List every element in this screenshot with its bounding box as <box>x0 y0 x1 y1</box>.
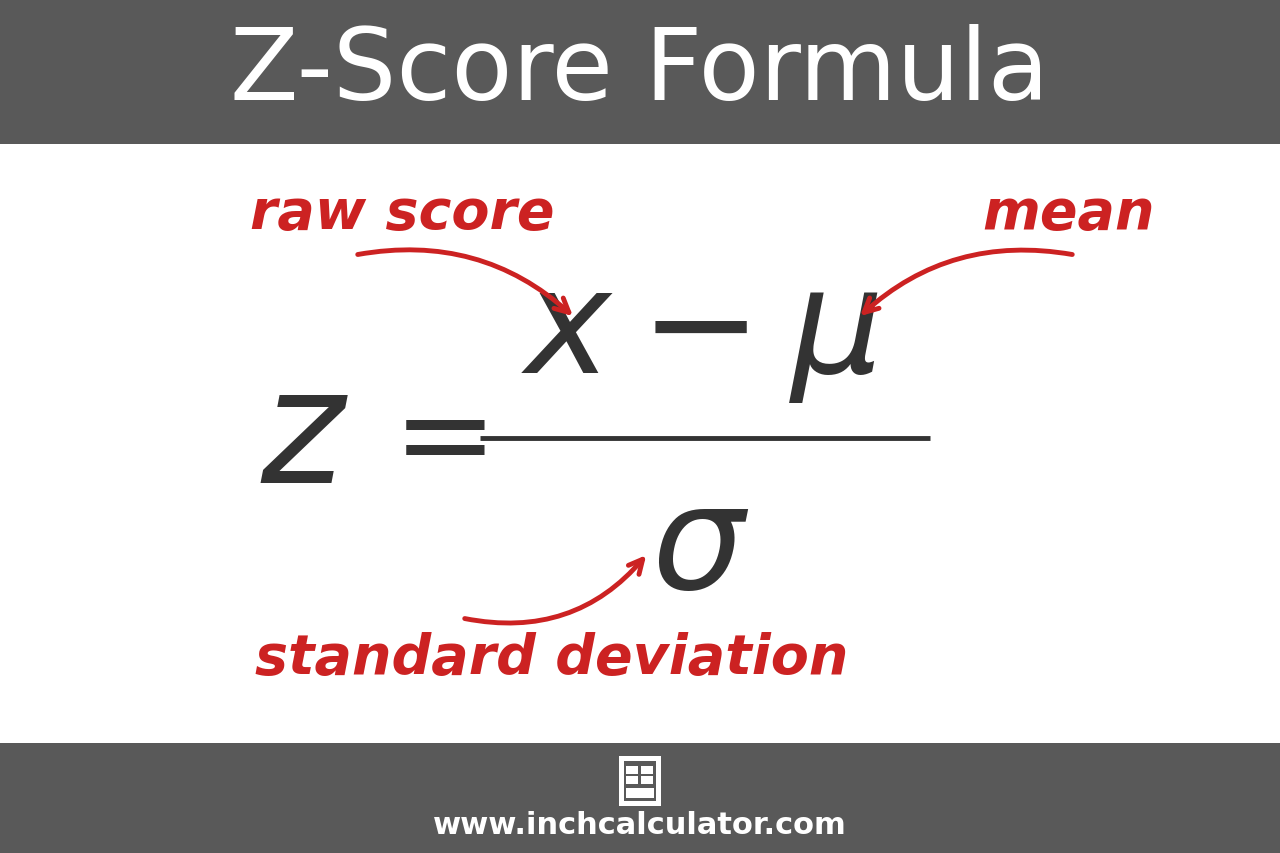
Text: $=$: $=$ <box>369 378 486 499</box>
Bar <box>640 776 653 784</box>
Bar <box>620 756 660 806</box>
Bar <box>626 788 654 798</box>
Text: www.inchcalculator.com: www.inchcalculator.com <box>433 810 847 839</box>
Bar <box>0 743 1280 853</box>
Text: mean: mean <box>983 187 1155 241</box>
Bar <box>626 766 637 774</box>
Text: $\mathit{z}$: $\mathit{z}$ <box>260 362 349 515</box>
Text: standard deviation: standard deviation <box>255 631 849 685</box>
Text: raw score: raw score <box>250 187 554 241</box>
Bar <box>0 0 1280 145</box>
Text: $\sigma$: $\sigma$ <box>652 478 749 619</box>
Bar <box>640 766 653 774</box>
Text: $x-\mu$: $x-\mu$ <box>521 263 879 404</box>
Bar <box>625 761 657 801</box>
Bar <box>626 776 637 784</box>
Text: Z-Score Formula: Z-Score Formula <box>230 24 1050 121</box>
